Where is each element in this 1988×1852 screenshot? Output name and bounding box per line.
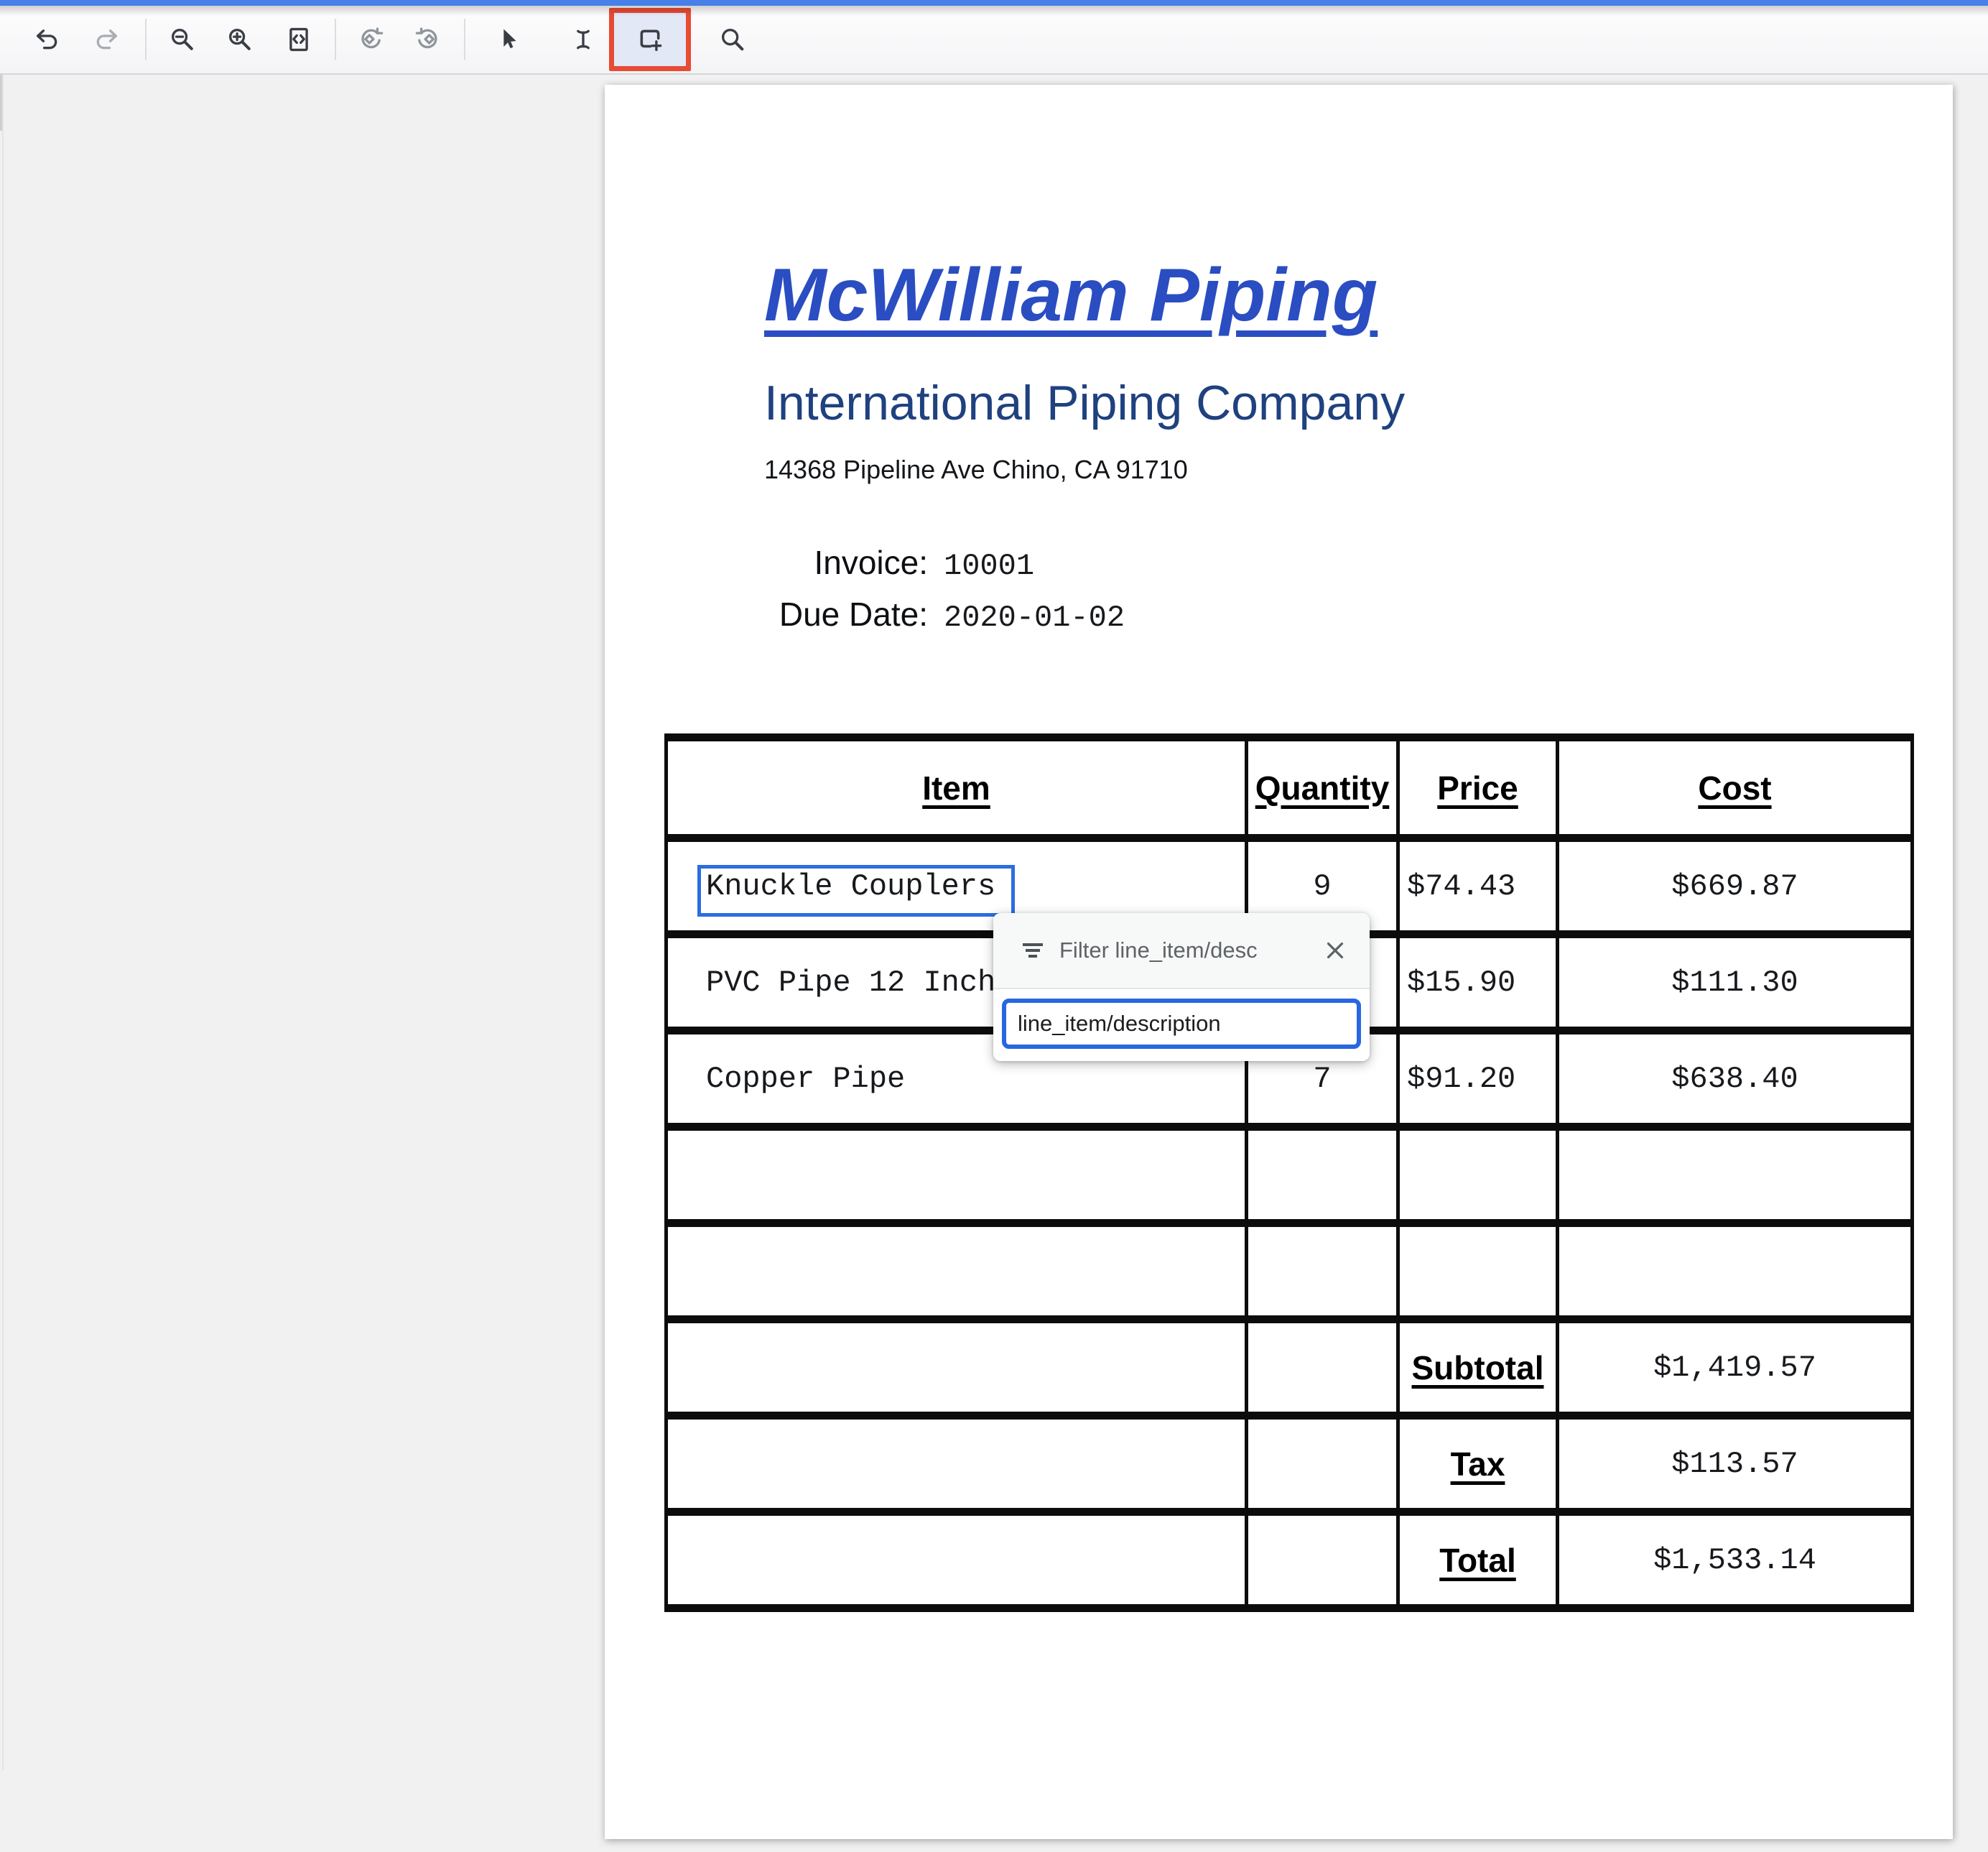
undo-icon [37,29,57,50]
select-text-button[interactable] [560,17,606,62]
fit-page-icon [289,27,308,52]
invoice-number-value[interactable]: 10001 [944,549,1035,583]
total-value[interactable]: $1,533.14 [1556,1508,1914,1612]
zoom-in-icon [229,29,251,50]
close-icon [1327,942,1344,959]
tax-value[interactable]: $113.57 [1556,1412,1914,1516]
zoom-out-icon [172,29,193,50]
active-tool-highlight [609,8,691,71]
empty-table-row [664,1123,1914,1227]
company-name: McWilliam Piping [764,254,1378,337]
tax-label: Tax [1396,1412,1559,1516]
cursor-icon [503,29,516,49]
left-panel-edge [2,75,4,1770]
subtotal-row: Subtotal $1,419.57 [664,1315,1914,1420]
rotate-left-icon [361,27,384,49]
filter-input[interactable] [1002,999,1361,1049]
tax-row: Tax $113.57 [664,1412,1914,1516]
table-row: Copper Pipe 7 $91.20 $638.40 [664,1027,1914,1131]
fit-page-button[interactable] [276,17,322,62]
filter-popup: Filter line_item/desc [993,913,1370,1061]
rotate-left-button[interactable] [348,17,394,62]
toolbar-separator [335,19,336,60]
toolbar-separator [145,19,147,60]
invoice-info-block: Invoice: 10001 Due Date: 2020-01-02 [720,543,1125,647]
annotation-bounding-box[interactable] [697,865,1015,917]
invoice-number-row: Invoice: 10001 [720,543,1125,583]
header-quantity: Quantity [1245,733,1400,842]
filter-popup-header: Filter line_item/desc [993,913,1370,989]
invoice-page[interactable]: McWilliam Piping International Piping Co… [605,85,1953,1839]
header-cost: Cost [1556,733,1914,842]
zoom-in-button[interactable] [217,17,263,62]
rotate-right-button[interactable] [405,17,451,62]
rotate-right-icon [415,27,437,49]
redo-button[interactable] [83,17,129,62]
header-price: Price [1396,733,1559,842]
due-date-value[interactable]: 2020-01-02 [944,601,1125,635]
total-row: Total $1,533.14 [664,1508,1914,1612]
add-bounding-box-icon [640,29,662,52]
toolbar-separator [464,19,465,60]
filter-list-icon [1023,943,1043,958]
left-scrollbar-sliver[interactable] [0,75,3,131]
header-item: Item [664,733,1248,842]
price-cell[interactable]: $15.90 [1396,930,1559,1034]
select-cursor-button[interactable] [486,17,531,62]
document-canvas[interactable]: McWilliam Piping International Piping Co… [0,75,1988,1852]
close-button[interactable] [1319,935,1351,966]
company-subtitle: International Piping Company [764,376,1406,430]
subtotal-value[interactable]: $1,419.57 [1556,1315,1914,1420]
cost-cell[interactable]: $111.30 [1556,930,1914,1034]
search-icon [722,29,744,51]
due-date-row: Due Date: 2020-01-02 [720,595,1125,635]
text-select-icon [577,29,590,50]
price-cell[interactable]: $74.43 [1396,834,1559,938]
invoice-table: Item Quantity Price Cost Knuckle Coupler… [664,733,1914,1612]
top-accent-bar [0,0,1988,6]
redo-icon [96,29,117,50]
total-label: Total [1396,1508,1559,1612]
table-header-row: Item Quantity Price Cost [664,733,1914,842]
empty-table-row [664,1219,1914,1323]
company-address: 14368 Pipeline Ave Chino, CA 91710 [764,455,1188,484]
filter-popup-body [993,989,1370,1061]
search-button[interactable] [710,17,756,62]
due-date-label: Due Date: [779,596,928,633]
zoom-out-button[interactable] [159,17,205,62]
subtotal-label: Subtotal [1396,1315,1559,1420]
add-bounding-box-button[interactable] [616,14,684,65]
cost-cell[interactable]: $669.87 [1556,834,1914,938]
cost-cell[interactable]: $638.40 [1556,1027,1914,1131]
filter-popup-title: Filter line_item/desc [1059,937,1258,963]
toolbar [0,6,1988,75]
price-cell[interactable]: $91.20 [1396,1027,1559,1131]
undo-button[interactable] [24,17,70,62]
invoice-label: Invoice: [814,544,928,581]
